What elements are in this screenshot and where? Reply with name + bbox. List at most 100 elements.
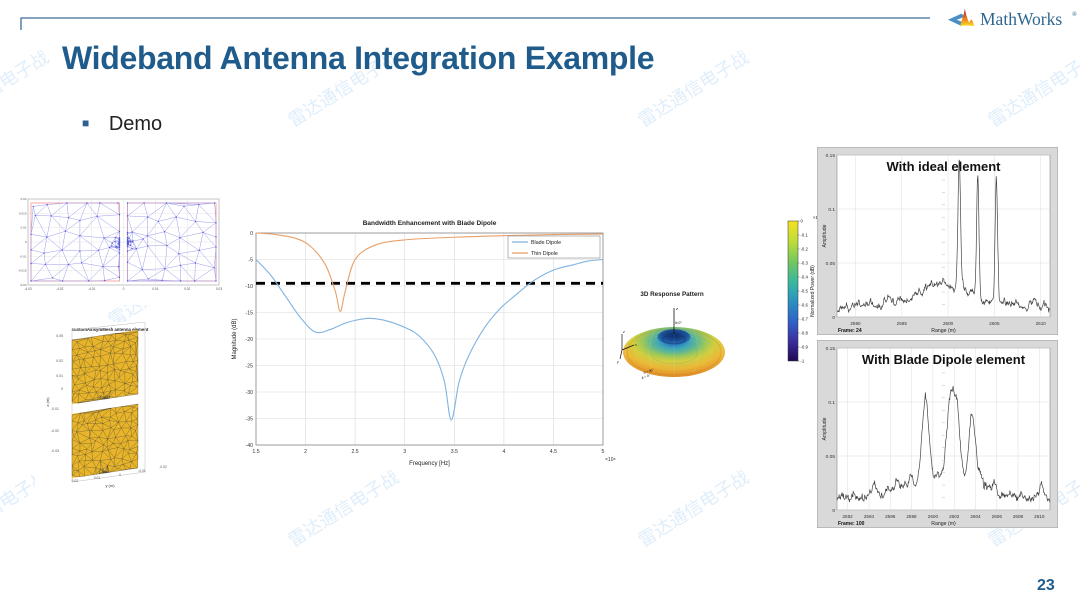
svg-text:-0.2: -0.2	[801, 247, 809, 252]
svg-text:3.5: 3.5	[451, 449, 458, 455]
svg-text:-0.7: -0.7	[801, 317, 809, 322]
svg-text:-4.01: -4.01	[88, 287, 95, 291]
svg-text:0.15: 0.15	[826, 346, 836, 352]
svg-text:-5: -5	[248, 258, 253, 264]
svg-text:1.5: 1.5	[252, 449, 259, 455]
svg-text:0.02: 0.02	[72, 479, 79, 483]
svg-text:-0.1: -0.1	[801, 233, 809, 238]
svg-text:Amplitude: Amplitude	[822, 224, 828, 247]
svg-text:2610: 2610	[1034, 514, 1045, 519]
svg-text:2.5: 2.5	[351, 449, 358, 455]
svg-text:-4.03: -4.03	[24, 287, 31, 291]
svg-text:-0.3: -0.3	[801, 261, 809, 266]
svg-text:2608: 2608	[1013, 514, 1024, 519]
svg-text:Amplitude: Amplitude	[822, 417, 828, 440]
svg-text:2596: 2596	[885, 514, 896, 519]
svg-text:-0.01: -0.01	[138, 469, 146, 473]
svg-text:×10⁸: ×10⁸	[605, 457, 616, 463]
svg-text:0.02: 0.02	[21, 197, 27, 201]
svg-text:-1: -1	[801, 359, 805, 364]
svg-text:0.01: 0.01	[94, 476, 101, 480]
svg-text:Frequency [Hz]: Frequency [Hz]	[409, 461, 450, 467]
svg-text:4: 4	[502, 449, 505, 455]
svg-text:-0.6: -0.6	[801, 303, 809, 308]
svg-text:-0.03: -0.03	[51, 449, 59, 453]
svg-text:θ=0°: θ=0°	[675, 321, 682, 325]
svg-text:0: 0	[832, 315, 835, 321]
svg-text:z (m): z (m)	[45, 397, 50, 407]
svg-text:-0.8: -0.8	[801, 331, 809, 336]
svg-text:Thin Dipole: Thin Dipole	[531, 251, 558, 257]
svg-text:2: 2	[304, 449, 307, 455]
svg-text:2604: 2604	[970, 514, 981, 519]
svg-text:0.02: 0.02	[56, 359, 63, 363]
svg-text:Blade Dipole: Blade Dipole	[531, 240, 561, 246]
svg-text:Bandwidth Enhancement with Bla: Bandwidth Enhancement with Blade Dipole	[363, 220, 497, 227]
svg-text:3: 3	[403, 449, 406, 455]
svg-text:0.015: 0.015	[19, 211, 27, 215]
svg-text:0.15: 0.15	[826, 153, 836, 159]
svg-text:With ideal element: With ideal element	[886, 159, 1001, 174]
svg-text:y (m): y (m)	[105, 483, 115, 488]
svg-text:Frame: 24: Frame: 24	[838, 328, 862, 334]
svg-text:4.5: 4.5	[550, 449, 557, 455]
svg-text:Range (m): Range (m)	[931, 521, 956, 527]
svg-text:2600: 2600	[928, 514, 939, 519]
svg-text:0: 0	[123, 287, 125, 291]
svg-text:0.01: 0.01	[152, 287, 158, 291]
svg-text:MathWorks: MathWorks	[980, 9, 1062, 29]
svg-text:y: y	[616, 360, 619, 364]
svg-text:Magnitude (dB): Magnitude (dB)	[232, 318, 238, 359]
svg-text:0.05: 0.05	[826, 454, 836, 460]
svg-text:Frame: 100: Frame: 100	[838, 521, 865, 527]
svg-text:2600: 2600	[943, 321, 954, 326]
svg-text:2605: 2605	[989, 321, 1000, 326]
svg-text:0: 0	[250, 231, 253, 237]
svg-text:z: z	[675, 306, 678, 311]
svg-text:x: x	[634, 343, 637, 347]
svg-text:With Blade Dipole element: With Blade Dipole element	[862, 352, 1026, 367]
svg-text:0: 0	[832, 508, 835, 514]
svg-text:-0.02: -0.02	[51, 429, 59, 433]
svg-text:®: ®	[1072, 11, 1077, 18]
svg-text:0.05: 0.05	[56, 334, 63, 338]
svg-text:2610: 2610	[1036, 321, 1047, 326]
svg-text:2592: 2592	[842, 514, 853, 519]
svg-text:-10: -10	[246, 284, 254, 290]
svg-text:-0.5: -0.5	[801, 289, 809, 294]
svg-text:Normalized Power (dB): Normalized Power (dB)	[810, 265, 816, 317]
svg-text:0.1: 0.1	[828, 207, 835, 213]
svg-text:-0.4: -0.4	[801, 275, 809, 280]
svg-text:-0.02: -0.02	[159, 465, 167, 469]
svg-text:0.01: 0.01	[21, 226, 27, 230]
svg-text:-0.01: -0.01	[20, 254, 27, 258]
svg-text:0.05: 0.05	[826, 261, 836, 267]
svg-text:-4.02: -4.02	[56, 287, 63, 291]
svg-text:-35: -35	[246, 417, 254, 423]
svg-text:0: 0	[119, 473, 121, 477]
svg-text:z: z	[622, 330, 625, 334]
svg-text:Range (m): Range (m)	[931, 328, 956, 334]
svg-text:-0.9: -0.9	[801, 345, 809, 350]
svg-text:-0.02: -0.02	[20, 283, 27, 287]
svg-text:-30: -30	[246, 390, 254, 396]
svg-text:0.01: 0.01	[56, 374, 63, 378]
svg-text:-20: -20	[246, 337, 254, 343]
svg-text:2590: 2590	[850, 321, 861, 326]
svg-text:5: 5	[602, 449, 605, 455]
svg-text:0.02: 0.02	[184, 287, 190, 291]
svg-text:2606: 2606	[992, 514, 1003, 519]
svg-text:3D Response Pattern: 3D Response Pattern	[640, 291, 703, 298]
svg-text:2598: 2598	[906, 514, 917, 519]
svg-text:-15: -15	[246, 311, 254, 317]
svg-text:2602: 2602	[949, 514, 960, 519]
svg-text:0.1: 0.1	[828, 400, 835, 406]
svg-text:-25: -25	[246, 364, 254, 370]
svg-text:2594: 2594	[864, 514, 875, 519]
svg-text:-0.01: -0.01	[51, 407, 59, 411]
svg-text:-40: -40	[246, 443, 254, 449]
svg-text:2595: 2595	[897, 321, 908, 326]
svg-text:0: 0	[61, 387, 63, 391]
svg-text:0.03: 0.03	[216, 287, 222, 291]
svg-text:-0.015: -0.015	[18, 269, 27, 273]
